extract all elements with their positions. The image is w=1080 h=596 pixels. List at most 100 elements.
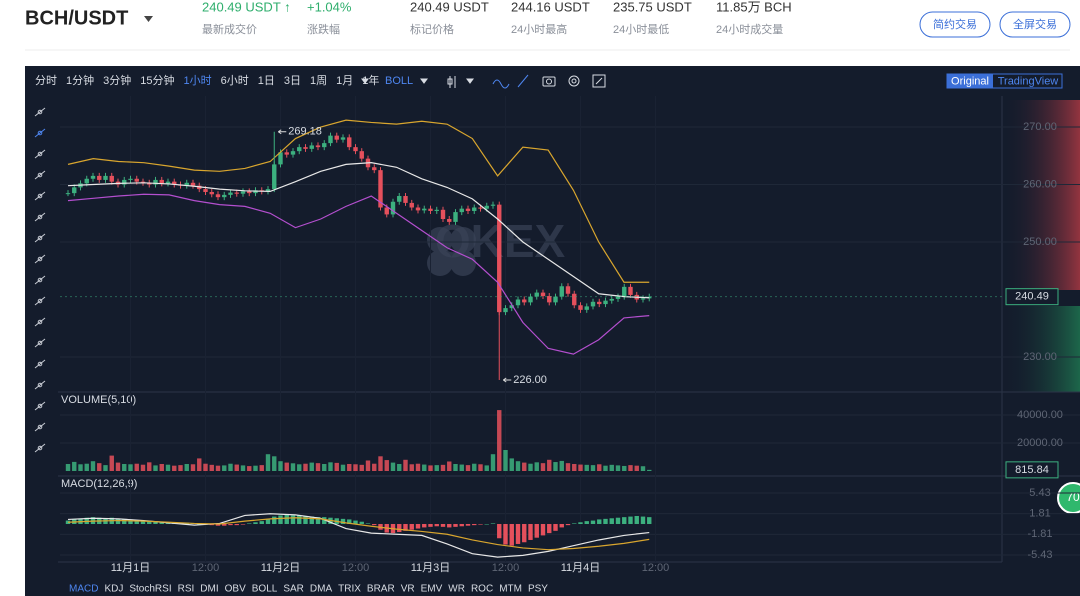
high: 244.16 USDT: [511, 0, 590, 14]
interval[interactable]: 1周: [310, 74, 327, 87]
tool-icon[interactable]: [34, 380, 46, 390]
macd-bar: [222, 523, 227, 526]
interval[interactable]: 1分钟: [66, 73, 94, 87]
tool-icon[interactable]: [37, 193, 43, 199]
tool-icon[interactable]: [37, 382, 43, 388]
interval[interactable]: 3分钟: [103, 73, 131, 87]
volume-bar: [584, 464, 589, 472]
current-box: [1005, 288, 1059, 306]
interval[interactable]: 1日: [258, 75, 275, 87]
indicator-tab[interactable]: WR: [448, 584, 465, 595]
interval[interactable]: 3日: [284, 75, 301, 87]
tool-icon[interactable]: [37, 151, 43, 157]
low: 235.75 USDT: [613, 0, 692, 14]
tool-icon[interactable]: [34, 128, 46, 138]
label: 最新成交价: [202, 22, 257, 36]
indicator-tab[interactable]: RSI: [178, 584, 195, 595]
tool-icon[interactable]: [34, 422, 46, 432]
indicator-tab[interactable]: DMI: [200, 584, 218, 595]
tool-icon[interactable]: [34, 254, 46, 264]
tool-icon[interactable]: [34, 401, 46, 411]
tool-icon[interactable]: [37, 424, 43, 430]
tool-icon[interactable]: [37, 340, 43, 346]
indicator-select[interactable]: BOLL: [385, 75, 413, 87]
badge[interactable]: [1057, 482, 1080, 514]
indicator-tab[interactable]: PSY: [528, 584, 548, 595]
macd-bar: [259, 521, 264, 524]
indicator-tab[interactable]: OBV: [225, 584, 246, 595]
volume-bar: [253, 465, 258, 472]
interval[interactable]: 6小时: [221, 74, 249, 87]
button-label[interactable]: 全屏交易: [1013, 17, 1057, 31]
tool-icon[interactable]: [37, 256, 43, 262]
tool-icon[interactable]: [37, 403, 43, 409]
candle: [353, 147, 358, 152]
macd-bar: [228, 523, 233, 526]
view-option[interactable]: TradingView: [998, 75, 1059, 87]
interval[interactable]: 15分钟: [140, 73, 174, 87]
interval[interactable]: 分时: [35, 74, 57, 87]
indicator-tab[interactable]: EMV: [421, 584, 443, 595]
candle: [134, 178, 139, 182]
tool-icon[interactable]: [37, 172, 43, 178]
tool-icon[interactable]: [37, 235, 43, 241]
tool-icon[interactable]: [34, 149, 46, 159]
tool-icon[interactable]: [34, 317, 46, 327]
interval[interactable]: 1年: [362, 73, 379, 87]
volume-bar: [203, 463, 208, 472]
macd-bar: [415, 523, 421, 529]
button-label[interactable]: 简约交易: [933, 17, 977, 31]
tool-icon[interactable]: [37, 361, 43, 367]
candle: [165, 181, 171, 184]
macd-bar: [447, 523, 452, 528]
tool-icon[interactable]: [34, 233, 46, 243]
tool-icon[interactable]: [37, 298, 43, 304]
indicator-tab[interactable]: SAR: [283, 584, 304, 595]
indicator-tab[interactable]: KDJ: [104, 584, 123, 595]
tool-icon[interactable]: [34, 443, 46, 453]
tool-icon[interactable]: [34, 359, 46, 369]
indicator-tab[interactable]: MACD: [69, 584, 98, 595]
volume-bar: [122, 464, 127, 472]
tool-icon[interactable]: [37, 109, 43, 115]
macd-bar: [265, 518, 271, 524]
indicator-tab[interactable]: DMA: [310, 584, 333, 595]
tool-icon[interactable]: [34, 212, 46, 222]
candle: [528, 296, 533, 303]
interval[interactable]: 1小时: [184, 74, 212, 87]
macd-bar: [603, 518, 608, 524]
tool-icon[interactable]: [34, 338, 46, 348]
button[interactable]: [999, 11, 1071, 38]
tool-icon[interactable]: [37, 214, 43, 220]
tool-icon[interactable]: [37, 277, 43, 283]
candle: [459, 208, 464, 213]
depth-ask: [1002, 100, 1080, 290]
pair[interactable]: BCH/USDT: [25, 7, 128, 29]
tool-icon[interactable]: [34, 191, 46, 201]
pair-dropdown[interactable]: [144, 16, 153, 22]
view-option[interactable]: Original: [951, 75, 989, 87]
volume-bar: [447, 461, 452, 472]
tool-icon[interactable]: [37, 319, 43, 325]
indicator-tab[interactable]: TRIX: [338, 584, 361, 595]
button[interactable]: [919, 11, 991, 38]
tool-icon[interactable]: [34, 296, 46, 306]
volume-bar: [572, 464, 577, 472]
macd-bar: [503, 523, 508, 545]
interval[interactable]: 1月: [336, 75, 353, 87]
indicator-tab[interactable]: VR: [401, 584, 415, 595]
indicator-tab[interactable]: BRAR: [367, 584, 395, 595]
indicator-tab[interactable]: ROC: [471, 584, 493, 595]
indicator-tab[interactable]: BOLL: [252, 584, 278, 595]
tool-icon[interactable]: [34, 275, 46, 285]
candle: [603, 300, 608, 305]
tool-icon[interactable]: [37, 130, 43, 136]
indicator-tab[interactable]: StochRSI: [129, 584, 171, 595]
macd-bar: [428, 523, 433, 527]
tool-icon[interactable]: [34, 170, 46, 180]
label: 24小时最低: [613, 23, 669, 36]
tool-icon[interactable]: [34, 107, 46, 117]
indicator-tab[interactable]: MTM: [499, 584, 522, 595]
tool-icon[interactable]: [37, 445, 43, 451]
